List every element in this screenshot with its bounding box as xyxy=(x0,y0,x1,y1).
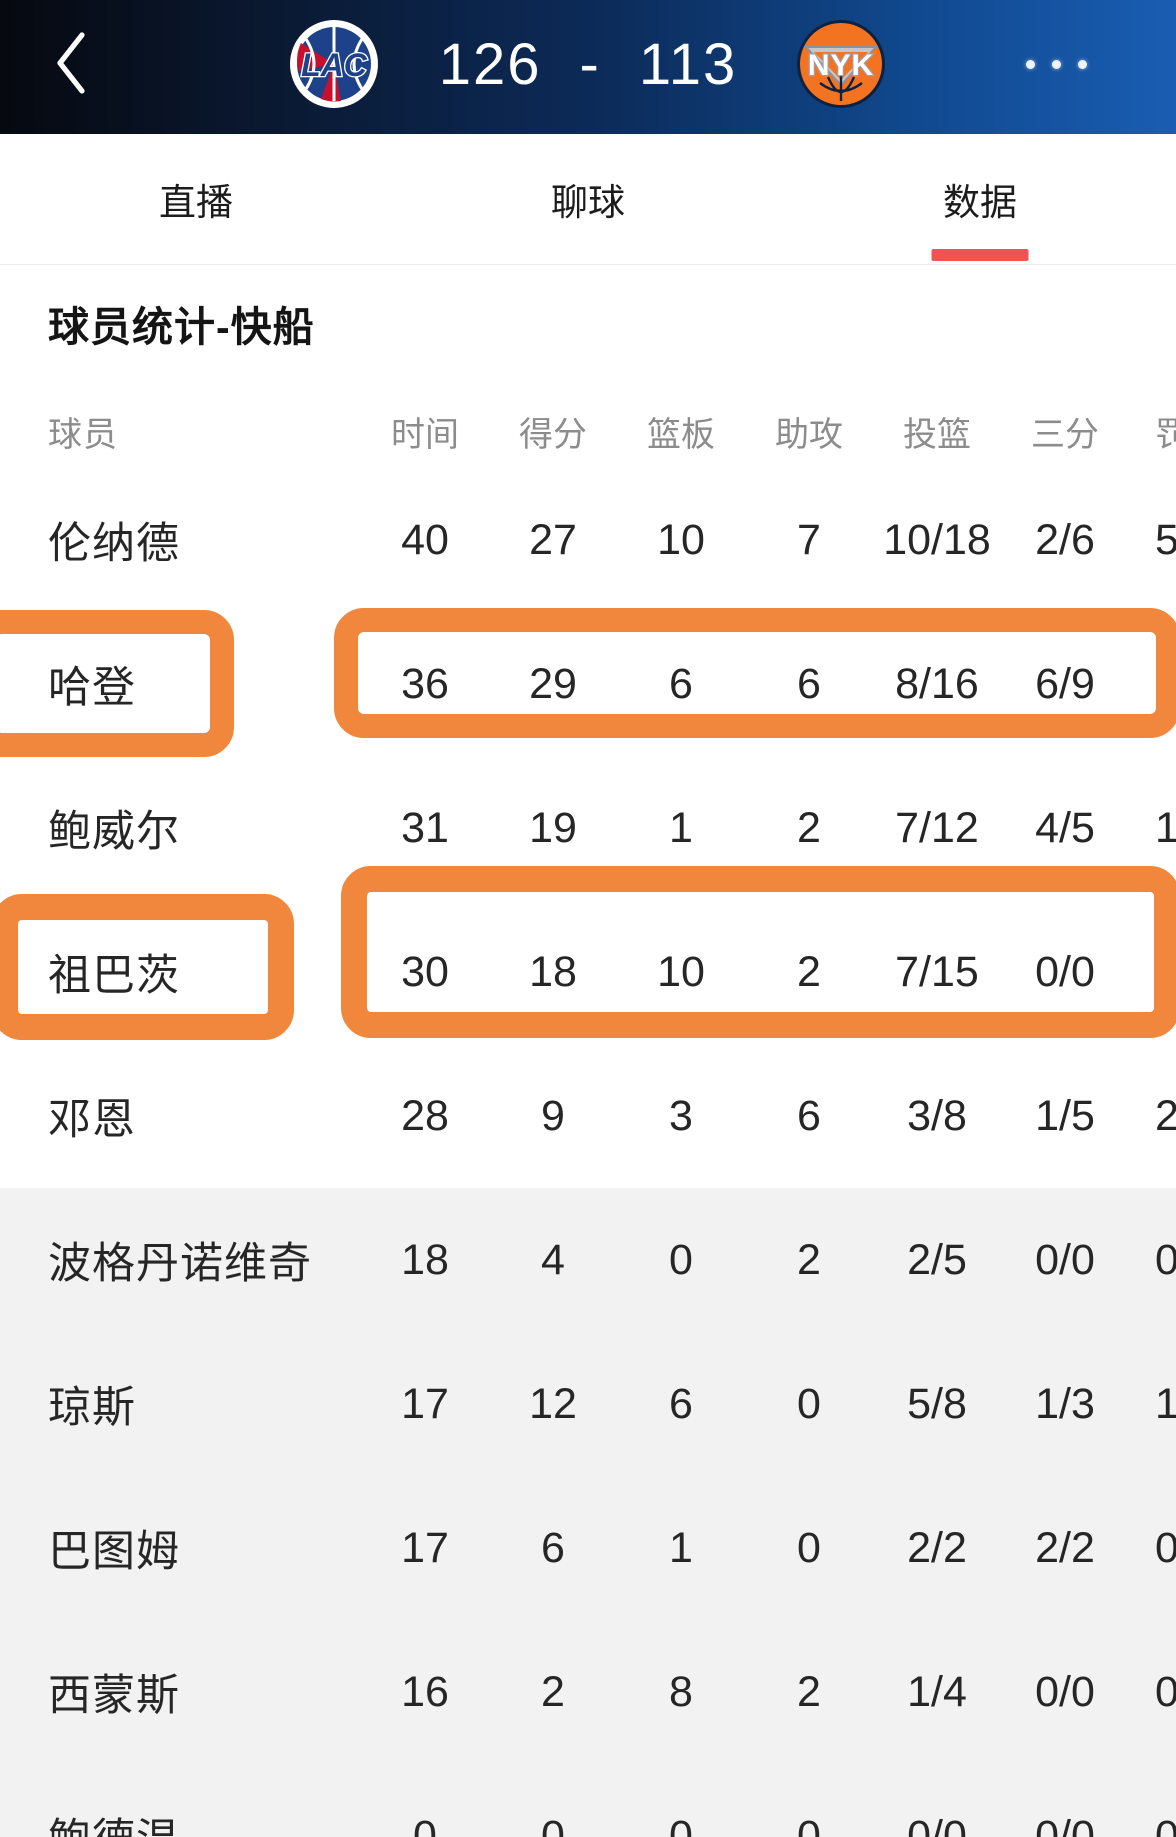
col-rebounds: 篮板 xyxy=(647,416,715,454)
col-fg: 投篮 xyxy=(903,416,971,454)
section-title: 球员统计-快船 xyxy=(0,265,1176,390)
col-minutes: 时间 xyxy=(391,416,459,454)
home-score: 126 xyxy=(438,31,542,97)
match-header: LAC 126 - 113 NYK xyxy=(0,0,1176,134)
away-score: 113 xyxy=(638,31,738,97)
col-points: 得分 xyxy=(519,416,587,454)
col-assists: 助攻 xyxy=(775,416,843,454)
table-row: 鲍德温 0 0 0 0 0/0 0/0 0 xyxy=(48,1811,1176,1837)
match-score: 126 - 113 xyxy=(439,31,738,98)
col-ft: 罚球 xyxy=(1155,416,1176,454)
score-dash: - xyxy=(579,31,601,97)
table-row: 邓恩 28 9 3 6 3/8 1/5 2 xyxy=(48,1091,1176,1145)
home-team-logo-lac: LAC xyxy=(290,20,378,108)
tab-bar: 直播 聊球 数据 xyxy=(0,134,1176,265)
table-row: 哈登 36 29 6 6 8/16 6/9 xyxy=(48,659,1095,713)
away-team-logo-nyk: NYK xyxy=(797,20,885,108)
back-button[interactable] xyxy=(52,28,96,98)
col-player: 球员 xyxy=(48,416,118,454)
more-dots-icon xyxy=(1026,59,1035,69)
table-row: 波格丹诺维奇 18 4 0 2 2/5 0/0 0 xyxy=(48,1235,1176,1289)
tab-live[interactable]: 直播 xyxy=(159,182,233,223)
more-options-button[interactable] xyxy=(1026,50,1087,78)
active-tab-underline xyxy=(931,249,1029,261)
tab-chat[interactable]: 聊球 xyxy=(551,182,625,223)
tab-stats[interactable]: 数据 xyxy=(784,134,1176,264)
bench-rows-section: 波格丹诺维奇 18 4 0 2 2/5 0/0 0 琼斯 17 12 6 0 5… xyxy=(0,1188,1176,1837)
back-chevron-icon xyxy=(57,32,85,94)
table-row: 伦纳德 40 27 10 7 10/18 2/6 5 xyxy=(48,515,1176,569)
svg-text:LAC: LAC xyxy=(301,47,368,83)
table-row: 巴图姆 17 6 1 0 2/2 2/2 0 xyxy=(48,1523,1176,1577)
svg-text:NYK: NYK xyxy=(808,49,874,82)
table-row: 鲍威尔 31 19 1 2 7/12 4/5 1 xyxy=(48,803,1176,857)
table-row: 西蒙斯 16 2 8 2 1/4 0/0 0 xyxy=(48,1667,1176,1721)
col-three: 三分 xyxy=(1031,416,1099,454)
table-header-row: 球员 时间 得分 篮板 助攻 投篮 三分 罚球 xyxy=(0,390,1176,468)
table-row: 祖巴茨 30 18 10 2 7/15 0/0 xyxy=(48,947,1095,1001)
table-row: 琼斯 17 12 6 0 5/8 1/3 1 xyxy=(48,1379,1176,1433)
